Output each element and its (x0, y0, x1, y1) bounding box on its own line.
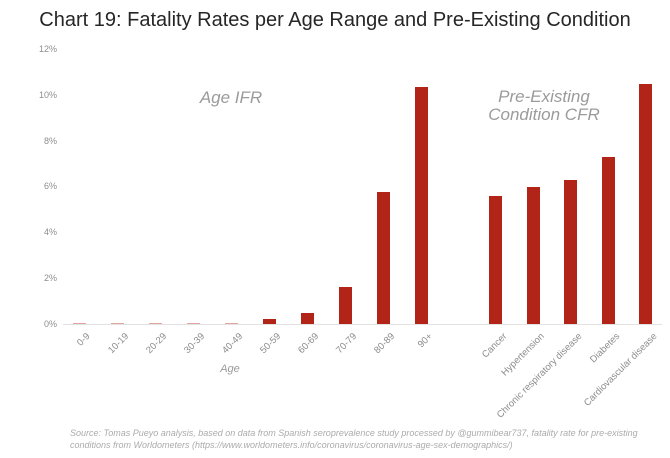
x-axis-title-age: Age (220, 363, 240, 375)
chart-title: Chart 19: Fatality Rates per Age Range a… (39, 9, 631, 31)
x-label-0-9: 0-9 (75, 331, 93, 349)
x-label-80-89: 80-89 (371, 331, 397, 356)
x-label-40-49: 40-49 (219, 331, 245, 356)
bar-cancer (489, 196, 502, 324)
bar-40-49 (224, 322, 238, 324)
bar-90plus (414, 86, 428, 324)
x-label-cancer: Cancer (479, 331, 510, 361)
x-label-20-29: 20-29 (143, 331, 169, 356)
bar-50-59 (262, 319, 276, 324)
bar-cardiovascular-disease (639, 84, 652, 324)
y-tick-label-4pct: 4% (43, 227, 57, 238)
bar-diabetes (601, 157, 615, 324)
y-tick-label-8pct: 8% (43, 135, 57, 146)
y-tick-label-0pct: 0% (43, 318, 57, 329)
y-tick-label-6pct: 6% (43, 181, 57, 192)
bar-80-89 (376, 191, 390, 324)
x-label-30-39: 30-39 (181, 331, 207, 356)
annotation-pre-existing-condition-cfr: Pre-Existing Condition CFR (444, 88, 644, 123)
x-label-cardiovascular-disease: Cardiovascular disease (581, 331, 660, 409)
bar-30-39 (186, 322, 200, 324)
y-tick-label-2pct: 2% (43, 272, 57, 283)
x-label-50-59: 50-59 (257, 331, 283, 356)
y-tick-label-10pct: 10% (38, 90, 57, 101)
bar-hypertension (526, 186, 540, 324)
source-line-2: conditions from Worldometers (https://ww… (70, 440, 513, 450)
bar-chronic-respiratory-disease (564, 180, 577, 324)
source-note: Source: Tomas Pueyo analysis, based on d… (70, 427, 645, 451)
bar-60-69 (300, 312, 314, 324)
x-label-diabetes: Diabetes (587, 331, 622, 366)
annotation-line-1: Pre-Existing (498, 87, 590, 106)
x-label-10-19: 10-19 (105, 331, 131, 356)
x-label-60-69: 60-69 (295, 331, 321, 356)
annotation-line-2: Condition CFR (488, 104, 600, 124)
bar-20-29 (148, 322, 162, 324)
bar-70-79 (338, 287, 352, 324)
annotation-age-ifr: Age IFR (199, 88, 263, 107)
bar-10-19 (110, 322, 124, 324)
source-line-1: Source: Tomas Pueyo analysis, based on d… (70, 428, 638, 438)
x-axis-line (63, 324, 662, 325)
x-label-70-79: 70-79 (333, 331, 359, 356)
bar-0-9 (72, 322, 86, 324)
x-label-90plus: 90+ (415, 331, 435, 351)
y-tick-label-12pct: 12% (38, 44, 57, 55)
